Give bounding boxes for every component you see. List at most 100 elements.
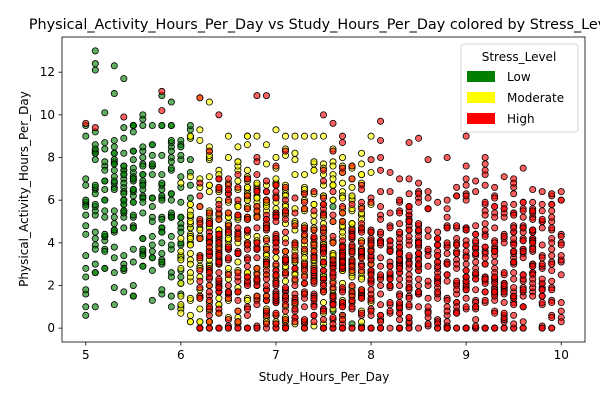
data-point [273,182,279,188]
data-point [292,282,298,288]
data-point [377,302,383,308]
data-point [511,285,517,291]
legend-label-moderate: Moderate [507,91,564,105]
data-point [254,293,260,299]
data-point [187,242,193,248]
data-point [273,240,279,246]
data-point [244,325,250,331]
data-point [149,203,155,209]
y-tick-label: 4 [47,236,55,250]
data-point [244,274,250,280]
data-point [530,216,536,222]
data-point [501,270,507,276]
data-point [444,297,450,303]
data-point [206,289,212,295]
data-point [111,302,117,308]
data-point [415,233,421,239]
data-point [197,278,203,284]
data-point [482,244,488,250]
data-point [330,302,336,308]
data-point [539,276,545,282]
data-point [225,317,231,323]
data-point [415,325,421,331]
data-point [92,246,98,252]
data-point [415,191,421,197]
data-point [282,208,288,214]
data-point [197,221,203,227]
data-point [368,157,374,163]
data-point [282,184,288,190]
data-point [206,325,212,331]
data-point [330,148,336,154]
data-point [520,304,526,310]
y-axis: 024681012 [40,65,62,335]
data-point [330,233,336,239]
x-axis-label: Study_Hours_Per_Day [259,370,390,384]
data-point [292,133,298,139]
data-point [235,144,241,150]
data-point [549,191,555,197]
data-point [235,212,241,218]
data-point [425,227,431,233]
data-point [501,206,507,212]
data-point [301,231,307,237]
data-point [425,253,431,259]
data-point [463,176,469,182]
data-point [339,244,345,250]
data-point [244,206,250,212]
data-point [482,154,488,160]
data-point [549,201,555,207]
data-point [102,208,108,214]
data-point [301,238,307,244]
data-point [454,287,460,293]
data-point [206,312,212,318]
data-point [111,63,117,69]
data-point [377,137,383,143]
data-point [187,212,193,218]
data-point [130,246,136,252]
data-point [311,295,317,301]
data-point [225,265,231,271]
data-point [235,197,241,203]
data-point [282,270,288,276]
x-tick-label: 5 [82,348,90,362]
data-point [149,122,155,128]
data-point [425,195,431,201]
data-point [482,276,488,282]
data-point [254,195,260,201]
data-point [501,233,507,239]
data-point [520,319,526,325]
data-point [435,325,441,331]
data-point [197,319,203,325]
data-point [435,242,441,248]
data-point [339,203,345,209]
data-point [501,310,507,316]
data-point [254,302,260,308]
data-point [121,150,127,156]
data-point [425,304,431,310]
data-point [140,235,146,241]
data-point [330,314,336,320]
data-point [320,282,326,288]
data-point [140,144,146,150]
data-point [206,99,212,105]
data-point [435,235,441,241]
data-point [263,225,269,231]
data-point [473,304,479,310]
data-point [140,163,146,169]
data-point [415,221,421,227]
data-point [454,261,460,267]
data-point [377,203,383,209]
data-point [368,199,374,205]
data-point [282,325,288,331]
data-point [235,319,241,325]
y-tick-label: 6 [47,193,55,207]
data-point [435,259,441,265]
data-point [406,227,412,233]
data-point [339,180,345,186]
x-tick-label: 7 [272,348,280,362]
data-point [415,180,421,186]
data-point [282,317,288,323]
data-point [530,276,536,282]
data-point [168,197,174,203]
